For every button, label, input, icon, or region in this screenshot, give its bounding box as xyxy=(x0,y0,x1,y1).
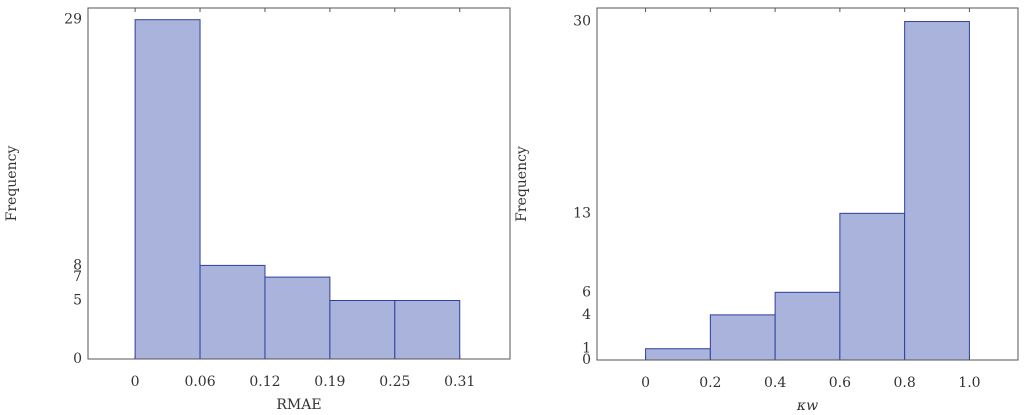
x-tick-label: 0.19 xyxy=(314,374,345,390)
y-tick-label: 4 xyxy=(582,307,591,323)
x-tick-label: 0.12 xyxy=(249,374,280,390)
y-axis-label: Frequency xyxy=(514,146,530,222)
bar xyxy=(264,276,331,360)
y-tick-label: 1 xyxy=(582,341,591,357)
x-tick-label: 0.31 xyxy=(444,374,475,390)
y-tick-label: 6 xyxy=(582,284,591,300)
bar xyxy=(839,212,906,361)
plot-frame xyxy=(596,7,1019,361)
bar xyxy=(904,21,970,361)
x-tick-label: 0 xyxy=(131,374,140,390)
y-axis-label: Frequency xyxy=(4,146,20,222)
x-tick-label: 0.8 xyxy=(894,375,916,391)
y-tick-label: 30 xyxy=(573,14,591,30)
x-tick-label: 0 xyxy=(641,375,650,391)
bar xyxy=(134,19,201,360)
y-tick-label: 0 xyxy=(73,351,82,367)
x-axis-label: κw xyxy=(796,398,818,414)
x-tick-label: 1.0 xyxy=(958,375,980,391)
bar xyxy=(645,348,711,361)
x-tick-label: 0.25 xyxy=(379,374,410,390)
bar xyxy=(774,291,841,361)
x-tick-label: 0.06 xyxy=(184,374,215,390)
y-tick-label: 13 xyxy=(573,205,591,221)
y-tick-label: 8 xyxy=(73,257,82,273)
x-tick-label: 0.4 xyxy=(764,375,786,391)
y-tick-label: 7 xyxy=(73,269,82,285)
plot-frame xyxy=(87,7,511,360)
bar xyxy=(329,300,396,360)
x-axis-label: RMAE xyxy=(276,397,321,413)
y-tick-label: 29 xyxy=(64,12,82,28)
bar xyxy=(394,300,461,360)
y-tick-label: 0 xyxy=(582,352,591,368)
x-tick-label: 0.6 xyxy=(829,375,851,391)
x-tick-label: 0.2 xyxy=(699,375,721,391)
y-tick-label: 5 xyxy=(73,293,82,309)
bar xyxy=(199,264,266,360)
bar xyxy=(709,314,776,361)
